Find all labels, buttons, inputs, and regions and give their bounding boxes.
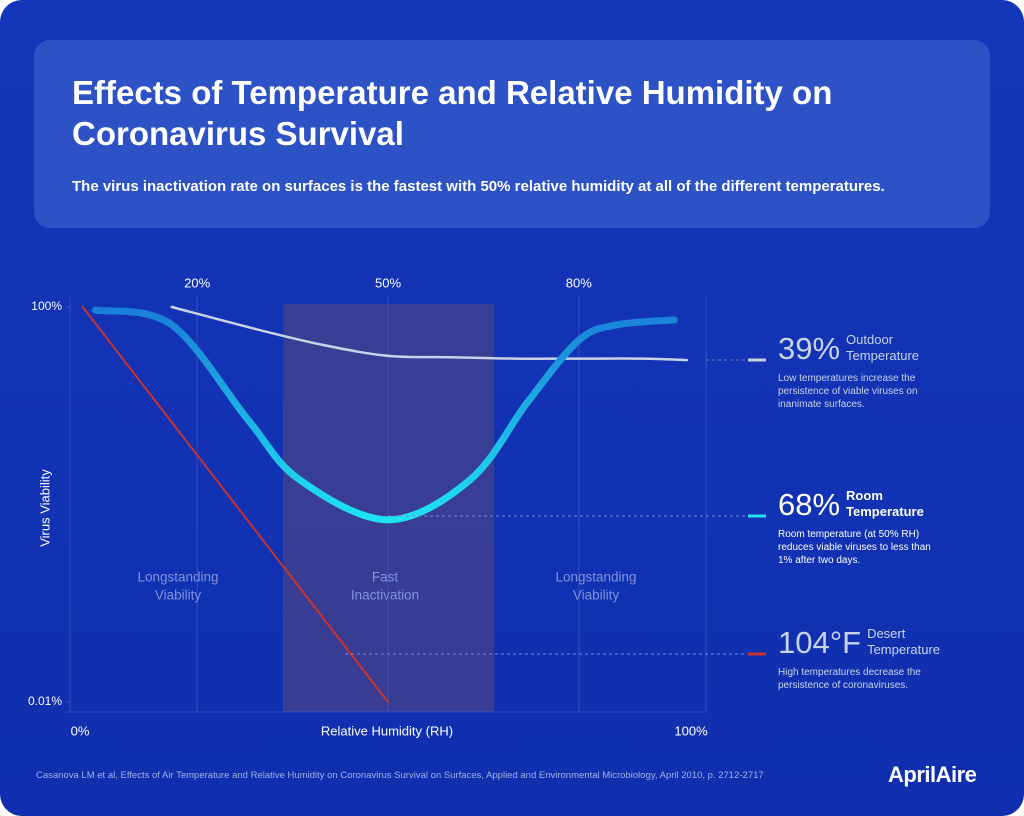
x-tick-label: 100% [674, 723, 708, 738]
callout: 39% Outdoor Temperature Low temperatures i… [778, 332, 968, 411]
chart-subtitle: The virus inactivation rate on surfaces … [72, 178, 885, 195]
y-tick-label: 100% [31, 299, 62, 313]
fast-inactivation-band [283, 304, 495, 712]
region-label: Longstanding [137, 570, 218, 585]
region-label: Inactivation [351, 588, 419, 603]
series-line [81, 306, 389, 703]
legend-entry: Outdoor Temperature [846, 332, 920, 363]
x-axis-label: Relative Humidity (RH) [321, 723, 453, 738]
legend-entry: Room Temperature [846, 488, 924, 519]
callout-value: 68% [778, 487, 841, 522]
logo: AprilAire [888, 762, 977, 787]
x-tick-label: 20% [184, 275, 210, 290]
y-tick-label: 0.01% [28, 694, 62, 708]
source-note: Casanova LM et al, Effects of Air Temper… [36, 770, 764, 781]
callout: 68% Room Temperature Room temperature (at … [778, 488, 968, 567]
region-label: Longstanding [555, 570, 636, 585]
callout: 104°F Desert Temperature High temperatures… [778, 626, 968, 692]
legend-entry: Desert Temperature [867, 626, 941, 657]
chart-title: Effects of Temperature and Relative Humi… [72, 74, 833, 152]
series-line [170, 305, 689, 362]
region-label: Viability [155, 588, 202, 603]
region-label: Viability [573, 588, 620, 603]
x-tick-label: 0% [71, 723, 90, 738]
callout-note: Room temperature (at 50% RH) reduces via… [778, 529, 931, 566]
callout-note: High temperatures decrease the persisten… [778, 667, 921, 691]
x-tick-label: 50% [375, 275, 401, 290]
callout-note: Low temperatures increase the persistenc… [778, 373, 918, 410]
y-axis-label: Virus Viability [37, 469, 52, 547]
region-label: Fast [372, 570, 399, 585]
series-line [91, 306, 678, 524]
callout-value: 39% [778, 331, 841, 366]
callout-value: 104°F [778, 625, 862, 660]
x-tick-label: 80% [566, 275, 592, 290]
header: Effects of Temperature and Relative Humi… [34, 40, 990, 228]
